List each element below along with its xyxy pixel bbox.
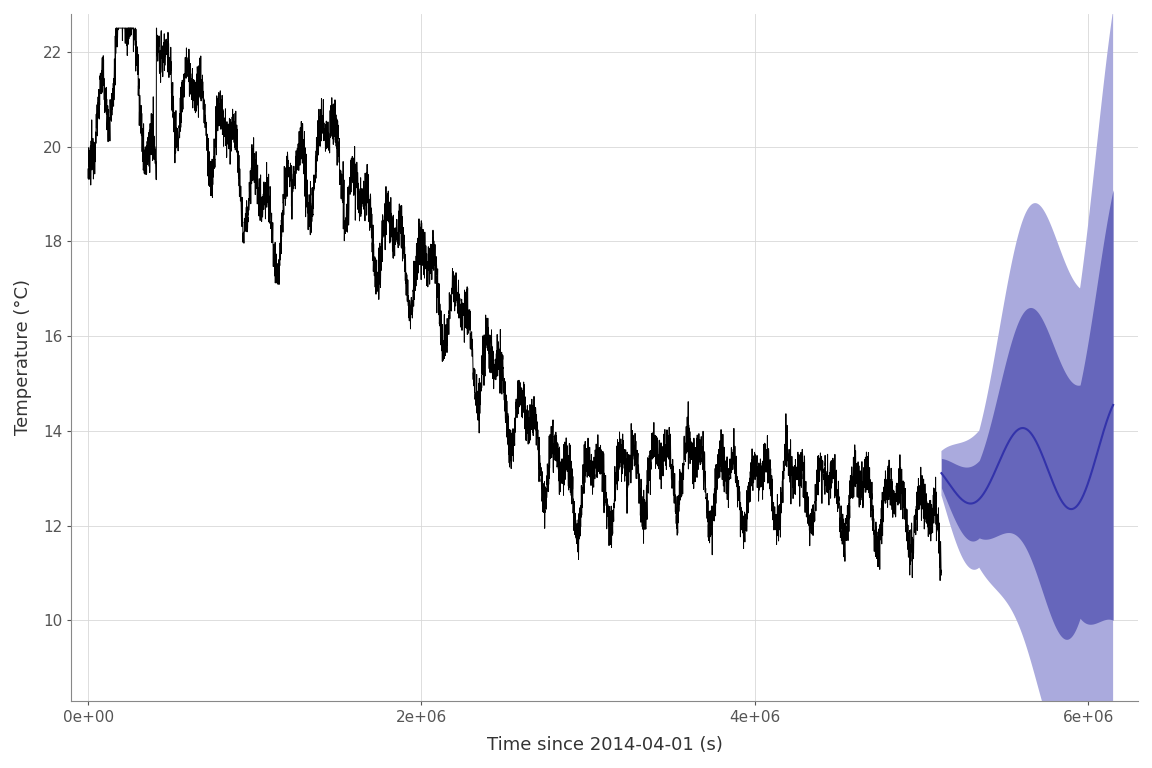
- X-axis label: Time since 2014-04-01 (s): Time since 2014-04-01 (s): [487, 736, 722, 754]
- Y-axis label: Temperature (°C): Temperature (°C): [14, 280, 32, 435]
